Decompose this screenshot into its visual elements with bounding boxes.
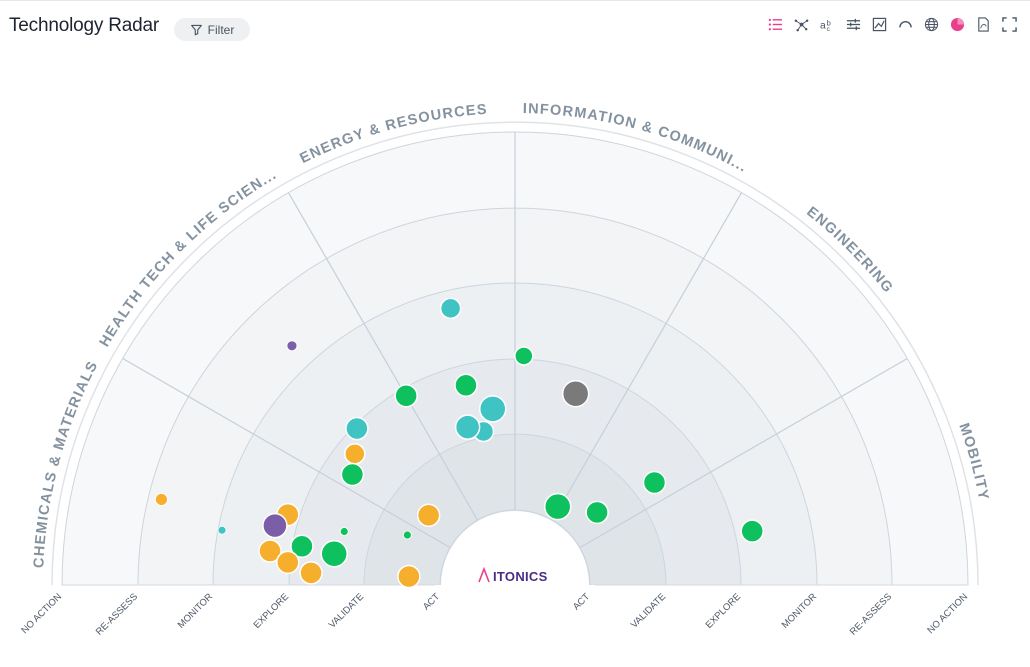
itonics-logo: ITONICS — [478, 566, 548, 584]
radar-point — [344, 443, 366, 465]
pie-chart-icon[interactable] — [948, 15, 966, 33]
page-title: Technology Radar — [9, 15, 159, 36]
radar-point — [339, 527, 349, 536]
fullscreen-icon[interactable] — [1000, 15, 1018, 33]
filter-icon — [190, 24, 202, 36]
radar-point — [320, 540, 348, 568]
ring-label: MONITOR — [176, 591, 215, 630]
ring-label: RE-ASSESS — [94, 591, 140, 637]
radar-point — [585, 500, 609, 525]
ring-label: NO ACTION — [19, 591, 64, 636]
radar-point — [454, 373, 478, 398]
radar-point — [642, 470, 667, 495]
radar-point — [217, 525, 227, 535]
segment-divider — [551, 192, 743, 521]
top-divider — [0, 0, 1030, 1]
pdf-icon[interactable] — [974, 15, 992, 33]
radar-point — [345, 416, 369, 441]
ring-label: EXPLORE — [252, 591, 292, 631]
logo-text: ITONICS — [493, 569, 548, 584]
radar-point — [290, 534, 314, 559]
svg-text:b: b — [826, 18, 830, 27]
radar-point — [561, 379, 590, 408]
network-icon[interactable] — [792, 15, 810, 33]
ring-label: EXPLORE — [704, 591, 744, 631]
ring-label: VALIDATE — [327, 591, 366, 630]
radar-point — [514, 346, 534, 366]
radar-point — [478, 395, 507, 423]
gauge-icon[interactable] — [896, 15, 914, 33]
radar-point — [155, 493, 168, 506]
radar-point — [258, 539, 282, 563]
radar-point — [402, 530, 412, 540]
radar-center — [441, 511, 589, 585]
radar-point — [276, 550, 300, 575]
filter-button[interactable]: Filter — [174, 18, 250, 41]
segment-divider — [579, 357, 908, 549]
radar-point — [340, 462, 365, 487]
globe-icon[interactable] — [922, 15, 940, 33]
list-icon[interactable] — [766, 15, 784, 33]
radar-point — [262, 512, 288, 539]
radar-point — [454, 414, 481, 440]
radar-point — [543, 492, 572, 521]
radar-point — [394, 383, 418, 408]
radar-point — [439, 297, 462, 320]
sliders-icon[interactable] — [844, 15, 862, 33]
segment-divider — [287, 192, 479, 521]
chart-icon[interactable] — [870, 15, 888, 33]
filter-label: Filter — [207, 22, 235, 37]
radar-point — [397, 564, 421, 589]
radar-point — [286, 340, 298, 352]
radar-point — [740, 519, 764, 543]
ring-label: MONITOR — [780, 591, 819, 630]
ring-label: NO ACTION — [925, 591, 970, 636]
center-mask — [435, 585, 595, 595]
radar-point — [416, 503, 441, 528]
svg-text:a: a — [820, 20, 826, 31]
ring-label: RE-ASSESS — [848, 591, 894, 637]
radar-outer-arc — [51, 121, 979, 586]
logo-mark-icon — [478, 566, 490, 583]
svg-text:c: c — [826, 26, 830, 32]
radar-point — [299, 561, 323, 585]
ring-label: VALIDATE — [629, 591, 668, 630]
segment-divider — [122, 357, 451, 549]
